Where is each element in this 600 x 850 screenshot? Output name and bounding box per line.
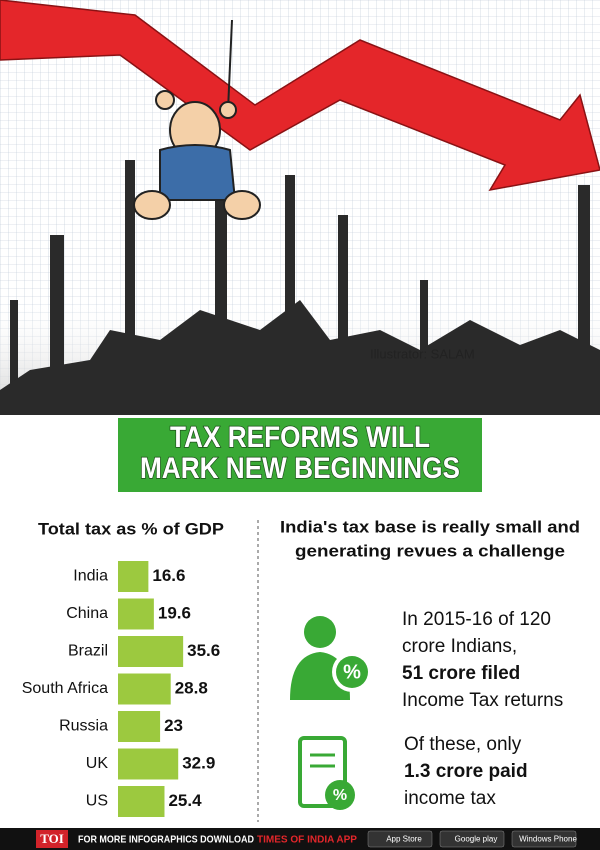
illustration [0,0,600,415]
footer-app: TIMES OF INDIA APP [257,835,357,846]
document-icon: % [298,736,355,810]
store-badge-label: App Store [386,835,422,844]
value-label: 32.9 [182,753,215,772]
category-label: South Africa [22,680,108,697]
store-badge [511,830,577,848]
value-label: 23 [164,716,183,735]
value-label: 16.6 [152,566,185,585]
value-label: 19.6 [158,603,191,622]
bar [118,673,171,705]
brand-box [36,830,68,848]
banner-line: TAX REFORMS WILL [170,421,430,454]
item-line: In 2015-16 of 120 [402,609,551,630]
heading: India's tax base is really small and [280,517,580,536]
store-badge [367,830,433,848]
svg-text:%: % [343,661,361,683]
bar [118,636,184,667]
bar [118,598,154,630]
item-line: 51 crore filed [402,663,520,684]
bar [118,711,161,742]
illustration-credit: Illustrator: SALAM [370,346,475,361]
store-badge-label: Google play [455,835,498,844]
banner [118,418,482,492]
category-label: Brazil [68,643,108,660]
heading: generating revues a challenge [295,541,565,560]
svg-text:%: % [333,787,347,804]
value-label: 25.4 [168,791,202,810]
category-label: US [86,793,108,810]
store-badge [439,830,505,848]
category-label: China [66,605,108,622]
bar [118,748,179,780]
item-line: Income Tax returns [402,690,563,711]
item-line: 1.3 crore paid [404,761,528,782]
banner-line: MARK NEW BEGINNINGS [140,452,460,485]
value-label: 28.8 [175,678,208,697]
cartoon [133,19,261,220]
brand: TOI [40,831,64,846]
category-label: UK [86,755,109,772]
bar [118,786,165,817]
footer-text: FOR MORE INFOGRAPHICS DOWNLOAD [78,835,254,846]
item-line: Of these, only [404,734,522,755]
value-label: 35.6 [187,641,220,660]
item-line: crore Indians, [402,636,517,657]
person-icon: % [290,616,372,700]
chart-title: Total tax as % of GDP [38,519,224,538]
store-badge-label: Windows Phone [519,835,577,844]
category-label: India [73,568,108,585]
item-line: income tax [404,788,496,809]
category-label: Russia [59,718,108,735]
bar [118,561,149,592]
